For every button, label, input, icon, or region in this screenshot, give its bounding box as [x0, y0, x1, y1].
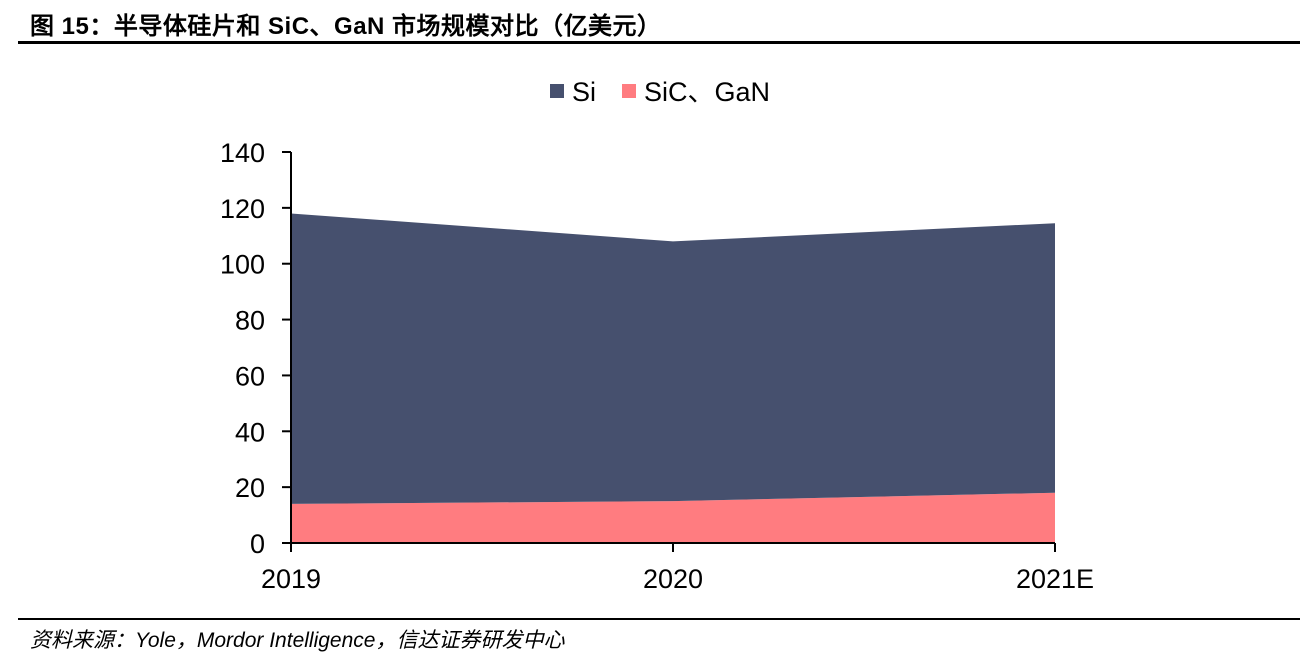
y-tick-label: 60	[235, 361, 265, 391]
chart-legend: Si SiC、GaN	[550, 77, 770, 107]
figure-title: 图 15：半导体硅片和 SiC、GaN 市场规模对比（亿美元）	[30, 13, 662, 40]
legend-swatch-sic-gan	[622, 84, 636, 98]
source-rule	[18, 618, 1300, 620]
area-si	[291, 213, 1055, 504]
area-sic-gan	[291, 492, 1055, 543]
x-tick-label: 2020	[643, 564, 703, 594]
y-tick-label: 0	[250, 529, 265, 559]
y-tick-label: 100	[220, 250, 265, 280]
x-tick-label: 2019	[261, 564, 321, 594]
y-tick-label: 120	[220, 194, 265, 224]
x-axis: 2019 2020 2021E	[261, 542, 1094, 594]
x-tick-label: 2021E	[1016, 564, 1094, 594]
legend-label-sic-gan: SiC、GaN	[644, 77, 770, 107]
y-tick-label: 40	[235, 417, 265, 447]
y-tick-label: 80	[235, 306, 265, 336]
title-rule	[18, 41, 1300, 44]
source-note: 资料来源：Yole，Mordor Intelligence，信达证券研发中心	[30, 629, 565, 652]
y-tick-label: 140	[220, 138, 265, 168]
y-axis: 0 20 40 60 80 100 120 140	[220, 138, 292, 559]
legend-swatch-si	[550, 84, 564, 98]
legend-label-si: Si	[572, 77, 596, 107]
y-tick-label: 20	[235, 473, 265, 503]
chart-areas	[291, 213, 1055, 543]
